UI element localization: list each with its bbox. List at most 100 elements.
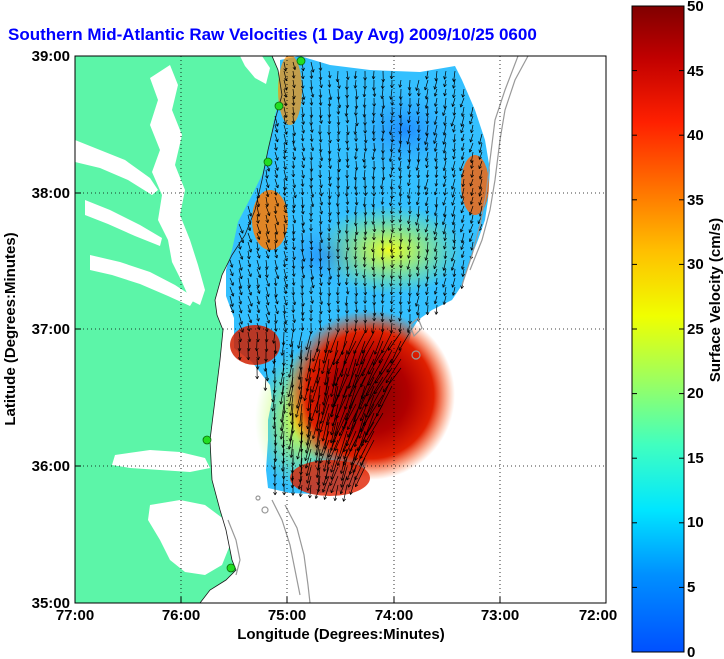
- velocity-arrow-head: [312, 436, 316, 440]
- velocity-arrow: [272, 385, 276, 403]
- velocity-arrow-head: [337, 292, 340, 296]
- velocity-arrow: [229, 259, 233, 268]
- velocity-arrow-head: [461, 94, 464, 98]
- velocity-arrow-head: [301, 102, 304, 106]
- velocity-arrow-head: [372, 157, 376, 161]
- velocity-arrow-head: [309, 318, 312, 322]
- velocity-arrow: [346, 115, 348, 124]
- velocity-arrow: [462, 268, 465, 277]
- velocity-arrow-head: [264, 329, 268, 333]
- velocity-arrow-head: [443, 105, 446, 109]
- velocity-arrow-head: [303, 222, 305, 226]
- velocity-arrow: [372, 214, 375, 225]
- velocity-arrow: [478, 160, 483, 169]
- velocity-arrow-head: [386, 370, 390, 373]
- velocity-arrow: [292, 223, 295, 235]
- velocity-arrow: [326, 394, 339, 426]
- velocity-arrow: [417, 151, 420, 163]
- velocity-arrow-head: [362, 114, 365, 118]
- velocity-arrow: [355, 142, 358, 152]
- velocity-arrow-head: [289, 354, 292, 358]
- velocity-arrow: [381, 88, 384, 99]
- velocity-arrow: [391, 178, 393, 190]
- velocity-arrow-head: [320, 266, 323, 270]
- velocity-arrow-head: [341, 484, 344, 488]
- velocity-arrow-head: [337, 283, 340, 287]
- velocity-arrow-head: [424, 105, 427, 109]
- velocity-arrow: [280, 367, 285, 386]
- velocity-arrow-head: [434, 266, 437, 270]
- velocity-arrow-head: [471, 192, 474, 196]
- velocity-arrow-head: [289, 343, 292, 348]
- velocity-arrow: [399, 322, 402, 333]
- velocity-arrow-head: [398, 227, 401, 232]
- velocity-arrow-head: [373, 76, 376, 80]
- velocity-arrow: [381, 313, 384, 322]
- velocity-arrow-head: [479, 186, 483, 190]
- velocity-arrow: [319, 232, 323, 243]
- velocity-arrow-head: [452, 148, 455, 153]
- velocity-arrow-head: [309, 138, 313, 142]
- velocity-arrow: [355, 115, 358, 126]
- velocity-arrow-head: [349, 491, 351, 495]
- velocity-arrow-head: [453, 239, 456, 243]
- velocity-arrow: [265, 250, 269, 259]
- velocity-arrow: [435, 277, 438, 286]
- velocity-arrow-head: [372, 193, 375, 197]
- velocity-arrow: [265, 277, 270, 287]
- velocity-arrow-head: [391, 112, 395, 116]
- velocity-arrow: [400, 295, 402, 305]
- velocity-arrow-head: [399, 311, 402, 315]
- velocity-arrow-head: [383, 177, 386, 181]
- velocity-arrow: [265, 367, 268, 382]
- velocity-arrow-head: [479, 202, 482, 206]
- velocity-arrow-head: [310, 122, 314, 126]
- velocity-arrow-head: [328, 140, 331, 144]
- velocity-arrow: [387, 331, 402, 351]
- velocity-arrow: [292, 241, 295, 250]
- velocity-arrow-head: [373, 112, 376, 116]
- velocity-arrow-head: [407, 182, 409, 186]
- velocity-arrow-head: [265, 220, 269, 223]
- velocity-arrow-head: [307, 480, 310, 484]
- velocity-arrow: [435, 214, 438, 226]
- velocity-arrow-head: [453, 139, 457, 143]
- velocity-arrow-head: [298, 493, 301, 497]
- velocity-arrow: [426, 160, 429, 168]
- velocity-arrow-head: [364, 264, 367, 268]
- velocity-arrow: [470, 124, 474, 133]
- velocity-arrow-head: [305, 357, 309, 361]
- velocity-arrow-head: [294, 147, 297, 151]
- velocity-arrow-head: [416, 174, 419, 179]
- velocity-arrow: [355, 466, 366, 487]
- velocity-arrow: [310, 160, 312, 172]
- radar-stations: [202, 56, 306, 573]
- velocity-arrow-head: [304, 450, 307, 454]
- velocity-arrow: [334, 484, 339, 501]
- velocity-arrow-head: [373, 212, 376, 216]
- velocity-arrow-head: [444, 122, 447, 126]
- velocity-arrow-head: [426, 132, 429, 136]
- velocity-arrow: [328, 169, 331, 180]
- velocity-arrow: [381, 106, 384, 117]
- velocity-arrow: [319, 115, 322, 124]
- velocity-arrow-head: [320, 231, 323, 235]
- velocity-arrow-head: [452, 156, 454, 160]
- velocity-arrow-head: [321, 371, 325, 375]
- velocity-arrow-head: [451, 194, 453, 198]
- velocity-arrow-head: [443, 175, 445, 179]
- velocity-arrow-head: [266, 168, 270, 172]
- velocity-arrow-head: [316, 474, 320, 478]
- velocity-arrow-head: [443, 202, 446, 206]
- velocity-arrow-head: [353, 256, 356, 260]
- velocity-arrow: [382, 322, 384, 333]
- velocity-arrow: [407, 160, 411, 170]
- velocity-arrow-head: [344, 281, 347, 286]
- velocity-arrow-head: [353, 75, 356, 79]
- velocity-arrow-head: [355, 457, 358, 461]
- velocity-arrow: [292, 142, 296, 151]
- velocity-arrow-head: [257, 338, 260, 343]
- velocity-arrow-head: [346, 477, 350, 481]
- velocity-arrow-head: [239, 276, 242, 280]
- velocity-arrow-head: [341, 374, 344, 378]
